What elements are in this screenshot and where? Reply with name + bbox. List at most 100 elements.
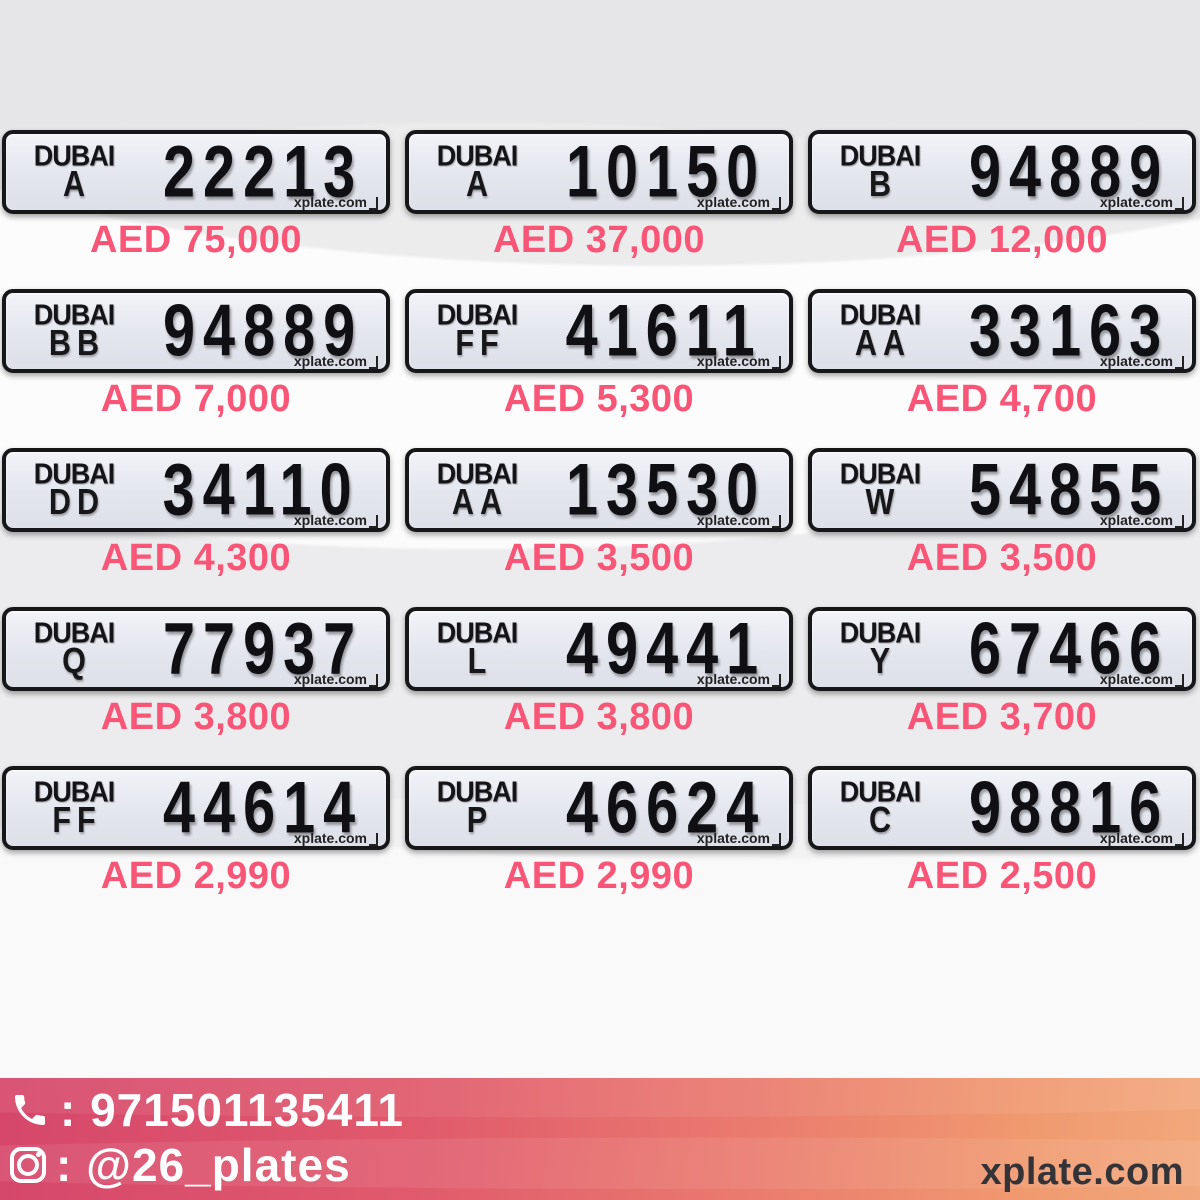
plate-code: A bbox=[62, 163, 91, 204]
plate-emirate-label: DUBAI bbox=[33, 776, 116, 808]
plate-number-area: 13530 bbox=[541, 453, 827, 526]
plate-logo-block: DUBAI AA bbox=[409, 458, 541, 522]
plate-logo-block: DUBAI C bbox=[812, 776, 944, 840]
plate-code: FF bbox=[455, 322, 505, 363]
plate-number-area: 94889 bbox=[138, 294, 424, 367]
plate-number-area: 44614 bbox=[138, 771, 424, 844]
plate-price: AED 2,500 bbox=[906, 855, 1098, 897]
license-plate: DUBAI W 54855 xplate.com bbox=[808, 448, 1196, 532]
plate-logo-block: DUBAI A bbox=[409, 142, 541, 204]
plate-price: AED 4,300 bbox=[100, 537, 292, 579]
plate-logo-block: DUBAI AA bbox=[812, 299, 944, 363]
plate-code: Q bbox=[62, 640, 92, 681]
plate-emirate-label: DUBAI bbox=[436, 776, 519, 808]
license-plate: DUBAI AA 33163 xplate.com bbox=[808, 289, 1196, 373]
plate-code: P bbox=[466, 799, 494, 840]
plate-code: FF bbox=[52, 799, 102, 840]
license-plate: DUBAI FF 44614 xplate.com bbox=[2, 766, 390, 850]
plate-watermark: xplate.com bbox=[697, 194, 781, 210]
license-plate: DUBAI B 94889 xplate.com bbox=[808, 130, 1196, 214]
plate-emirate-label: DUBAI bbox=[839, 617, 922, 649]
plate-watermark: xplate.com bbox=[1100, 671, 1184, 687]
plate-listing: DUBAI W 54855 xplate.com AED 3,500 bbox=[808, 448, 1196, 580]
plate-logo-block: DUBAI BB bbox=[6, 299, 138, 363]
plate-listing: DUBAI B 94889 xplate.com AED 12,000 bbox=[808, 130, 1196, 262]
plate-logo-block: DUBAI P bbox=[409, 776, 541, 840]
license-plate: DUBAI FF 41611 xplate.com bbox=[405, 289, 793, 373]
plate-number-area: 77937 bbox=[138, 612, 424, 685]
plate-listing: DUBAI A 10150 xplate.com AED 37,000 bbox=[405, 130, 793, 262]
plate-code: L bbox=[467, 640, 493, 681]
plate-number-area: 22213 bbox=[138, 135, 424, 208]
plate-number-area: 46624 bbox=[541, 771, 827, 844]
plate-emirate-label: DUBAI bbox=[839, 299, 922, 331]
plate-logo-block: DUBAI FF bbox=[409, 299, 541, 363]
plate-code: Y bbox=[869, 640, 897, 681]
plate-logo-block: DUBAI Q bbox=[6, 617, 138, 681]
brand-watermark: xplate.com bbox=[980, 1151, 1184, 1193]
plate-listing: DUBAI Y 67466 xplate.com AED 3,700 bbox=[808, 607, 1196, 739]
plate-watermark: xplate.com bbox=[1100, 512, 1184, 528]
plate-emirate-label: DUBAI bbox=[33, 140, 116, 172]
plate-watermark: xplate.com bbox=[294, 194, 378, 210]
phone-contact-line: : 971501135411 bbox=[0, 1082, 1200, 1137]
plate-emirate-label: DUBAI bbox=[436, 458, 519, 490]
phone-number-text: : 971501135411 bbox=[60, 1083, 405, 1136]
plate-listing: DUBAI FF 44614 xplate.com AED 2,990 bbox=[2, 766, 390, 898]
plate-listing: DUBAI AA 33163 xplate.com AED 4,700 bbox=[808, 289, 1196, 421]
plate-watermark: xplate.com bbox=[697, 512, 781, 528]
plate-watermark: xplate.com bbox=[1100, 353, 1184, 369]
plate-code: AA bbox=[451, 481, 509, 522]
plate-logo-block: DUBAI DD bbox=[6, 460, 138, 522]
phone-icon bbox=[15, 1094, 45, 1125]
plate-watermark: xplate.com bbox=[697, 830, 781, 846]
plate-watermark: xplate.com bbox=[294, 512, 378, 528]
plate-price: AED 37,000 bbox=[492, 219, 705, 261]
plate-price: AED 4,700 bbox=[906, 378, 1098, 420]
plate-logo-block: DUBAI W bbox=[812, 458, 944, 520]
plate-emirate-label: DUBAI bbox=[839, 776, 922, 808]
license-plate: DUBAI P 46624 xplate.com bbox=[405, 766, 793, 850]
license-plate: DUBAI A 22213 xplate.com bbox=[2, 130, 390, 214]
plate-logo-block: DUBAI B bbox=[812, 142, 944, 204]
plate-logo-block: DUBAI Y bbox=[812, 617, 944, 681]
plate-emirate-label: DUBAI bbox=[436, 299, 519, 331]
plate-code: A bbox=[465, 163, 494, 204]
plate-emirate-label: DUBAI bbox=[839, 458, 922, 490]
plate-emirate-label: DUBAI bbox=[33, 299, 116, 331]
plate-price: AED 5,300 bbox=[503, 378, 695, 420]
plate-price: AED 3,500 bbox=[906, 537, 1098, 579]
instagram-handle-text: : @26_plates bbox=[56, 1138, 351, 1191]
license-plate: DUBAI L 49441 xplate.com bbox=[405, 607, 793, 691]
plate-price: AED 12,000 bbox=[895, 219, 1108, 261]
plate-watermark: xplate.com bbox=[1100, 830, 1184, 846]
plate-price: AED 3,700 bbox=[906, 696, 1098, 738]
plate-listing: DUBAI A 22213 xplate.com AED 75,000 bbox=[2, 130, 390, 262]
plate-price: AED 3,500 bbox=[503, 537, 695, 579]
plate-watermark: xplate.com bbox=[697, 671, 781, 687]
plate-code: BB bbox=[48, 322, 106, 363]
plate-emirate-label: DUBAI bbox=[33, 617, 116, 649]
plate-code: DD bbox=[48, 481, 106, 522]
plate-price: AED 75,000 bbox=[89, 219, 302, 261]
license-plate: DUBAI Q 77937 xplate.com bbox=[2, 607, 390, 691]
plate-price: AED 3,800 bbox=[100, 696, 292, 738]
plate-listing: DUBAI DD 34110 xplate.com AED 4,300 bbox=[2, 448, 390, 580]
plate-watermark: xplate.com bbox=[294, 353, 378, 369]
plate-listing: DUBAI L 49441 xplate.com AED 3,800 bbox=[405, 607, 793, 739]
plate-listing: DUBAI C 98816 xplate.com AED 2,500 bbox=[808, 766, 1196, 898]
license-plate: DUBAI BB 94889 xplate.com bbox=[2, 289, 390, 373]
license-plate: DUBAI DD 34110 xplate.com bbox=[2, 448, 390, 532]
plate-logo-block: DUBAI A bbox=[6, 140, 138, 204]
plate-number-area: 10150 bbox=[541, 135, 827, 208]
plate-code: B bbox=[868, 163, 897, 204]
plate-code: AA bbox=[854, 322, 912, 363]
plate-listing: DUBAI AA 13530 xplate.com AED 3,500 bbox=[405, 448, 793, 580]
plates-grid: DUBAI A 22213 xplate.com AED 75,000 DUBA… bbox=[0, 0, 1200, 898]
plate-price: AED 7,000 bbox=[100, 378, 292, 420]
plate-listing: DUBAI P 46624 xplate.com AED 2,990 bbox=[405, 766, 793, 898]
plate-price: AED 2,990 bbox=[503, 855, 695, 897]
instagram-contact-line: : @26_plates bbox=[0, 1137, 1200, 1192]
plate-code: C bbox=[868, 799, 897, 840]
instagram-icon bbox=[10, 1146, 46, 1183]
